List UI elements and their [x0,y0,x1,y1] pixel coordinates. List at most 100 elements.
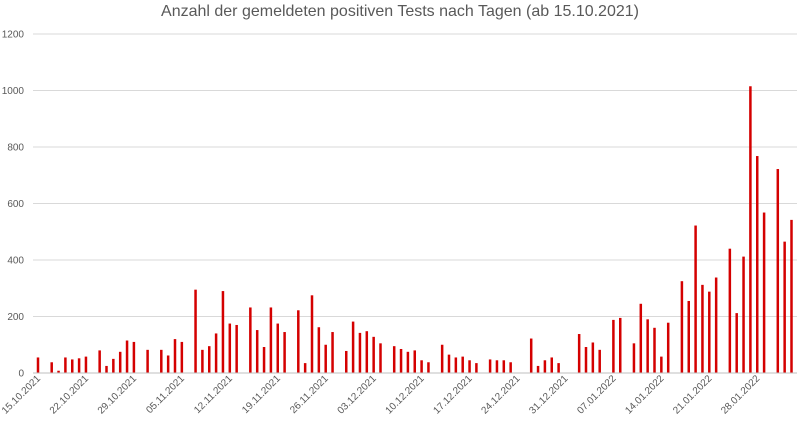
bar [71,359,74,373]
bar [194,289,197,373]
bar [166,355,170,373]
bar-series [36,86,793,373]
bar [105,365,108,373]
bar [708,291,711,373]
bar [550,357,553,373]
bar [221,291,225,373]
bar [420,360,423,373]
bar [447,354,451,373]
x-tick-label: 03.12.2021 [336,373,379,416]
bar [756,156,759,373]
x-tick-label: 31.12.2021 [527,373,570,416]
bar [406,351,410,373]
bar [125,340,129,373]
bar [297,310,300,373]
bar [57,370,60,373]
bar [461,356,464,373]
bar [790,219,793,373]
bar [666,322,670,373]
bar [351,321,355,373]
bar [235,324,238,373]
bar [228,323,232,373]
bar [269,307,273,373]
bar [694,225,697,373]
bar [776,169,780,373]
bar [310,295,314,373]
bar [249,307,252,373]
y-tick-label: 1200 [2,30,25,41]
bar [413,350,416,373]
bar [50,362,53,373]
bar [475,363,478,373]
bar [529,338,533,373]
bar [660,356,663,373]
x-tick-label: 17.12.2021 [431,373,474,416]
bar [619,317,622,373]
x-tick-label: 22.10.2021 [48,373,91,416]
bar [283,332,286,373]
bar [262,347,266,373]
bar [36,357,40,373]
bar [303,363,307,373]
x-tick-label: 14.01.2022 [623,373,666,416]
bar [331,332,334,373]
bar [742,256,745,373]
x-axis-tick-labels: 15.10.2021 22.10.2021 29.10.2021 05.11.2021… [0,373,763,416]
bar [84,356,88,373]
x-tick-label: 07.01.2022 [575,373,618,416]
bar [173,339,177,373]
bar [255,330,259,373]
bar [577,334,581,373]
y-tick-label: 800 [7,143,24,154]
x-tick-label: 21.01.2022 [671,373,714,416]
x-tick-label: 29.10.2021 [96,373,139,416]
bar [64,357,67,373]
bar [77,358,81,373]
bar [749,86,752,373]
bar [728,248,732,373]
bar [146,349,149,373]
bar [536,365,540,373]
x-tick-label: 05.11.2021 [144,373,187,416]
bar [632,343,636,373]
x-tick-label: 12.11.2021 [192,373,235,416]
bar [208,346,211,373]
bar [324,344,327,373]
bar [735,313,738,373]
x-tick-label: 24.12.2021 [479,373,522,416]
bar [495,360,499,373]
bar [112,358,115,373]
x-tick-label: 15.10.2021 [0,373,43,416]
bar [612,319,615,373]
bar [98,350,101,373]
bar [639,303,643,373]
gridlines [33,33,797,317]
y-axis-tick-labels: 0 200 400 600 800 1000 1200 [2,30,25,380]
bar [557,363,560,373]
bar [543,360,547,373]
bar [680,281,684,373]
bar [345,350,348,373]
bar [132,341,136,373]
bar [201,349,204,373]
bar [687,300,690,373]
bar [160,349,163,373]
bar [180,341,184,373]
bar [468,360,471,373]
bar [118,351,122,373]
bar [653,327,656,373]
bar [276,323,279,373]
chart-title: Anzahl der gemeldeten positiven Tests na… [161,3,639,20]
y-tick-label: 200 [7,312,24,323]
bar [591,342,595,373]
bar [372,336,375,373]
bar [379,343,382,373]
y-tick-label: 600 [7,199,24,210]
bar [365,331,369,373]
y-tick-label: 400 [7,256,24,267]
bar [646,319,649,373]
bar [584,347,588,373]
bar [762,212,766,373]
x-tick-label: 19.11.2021 [240,373,283,416]
